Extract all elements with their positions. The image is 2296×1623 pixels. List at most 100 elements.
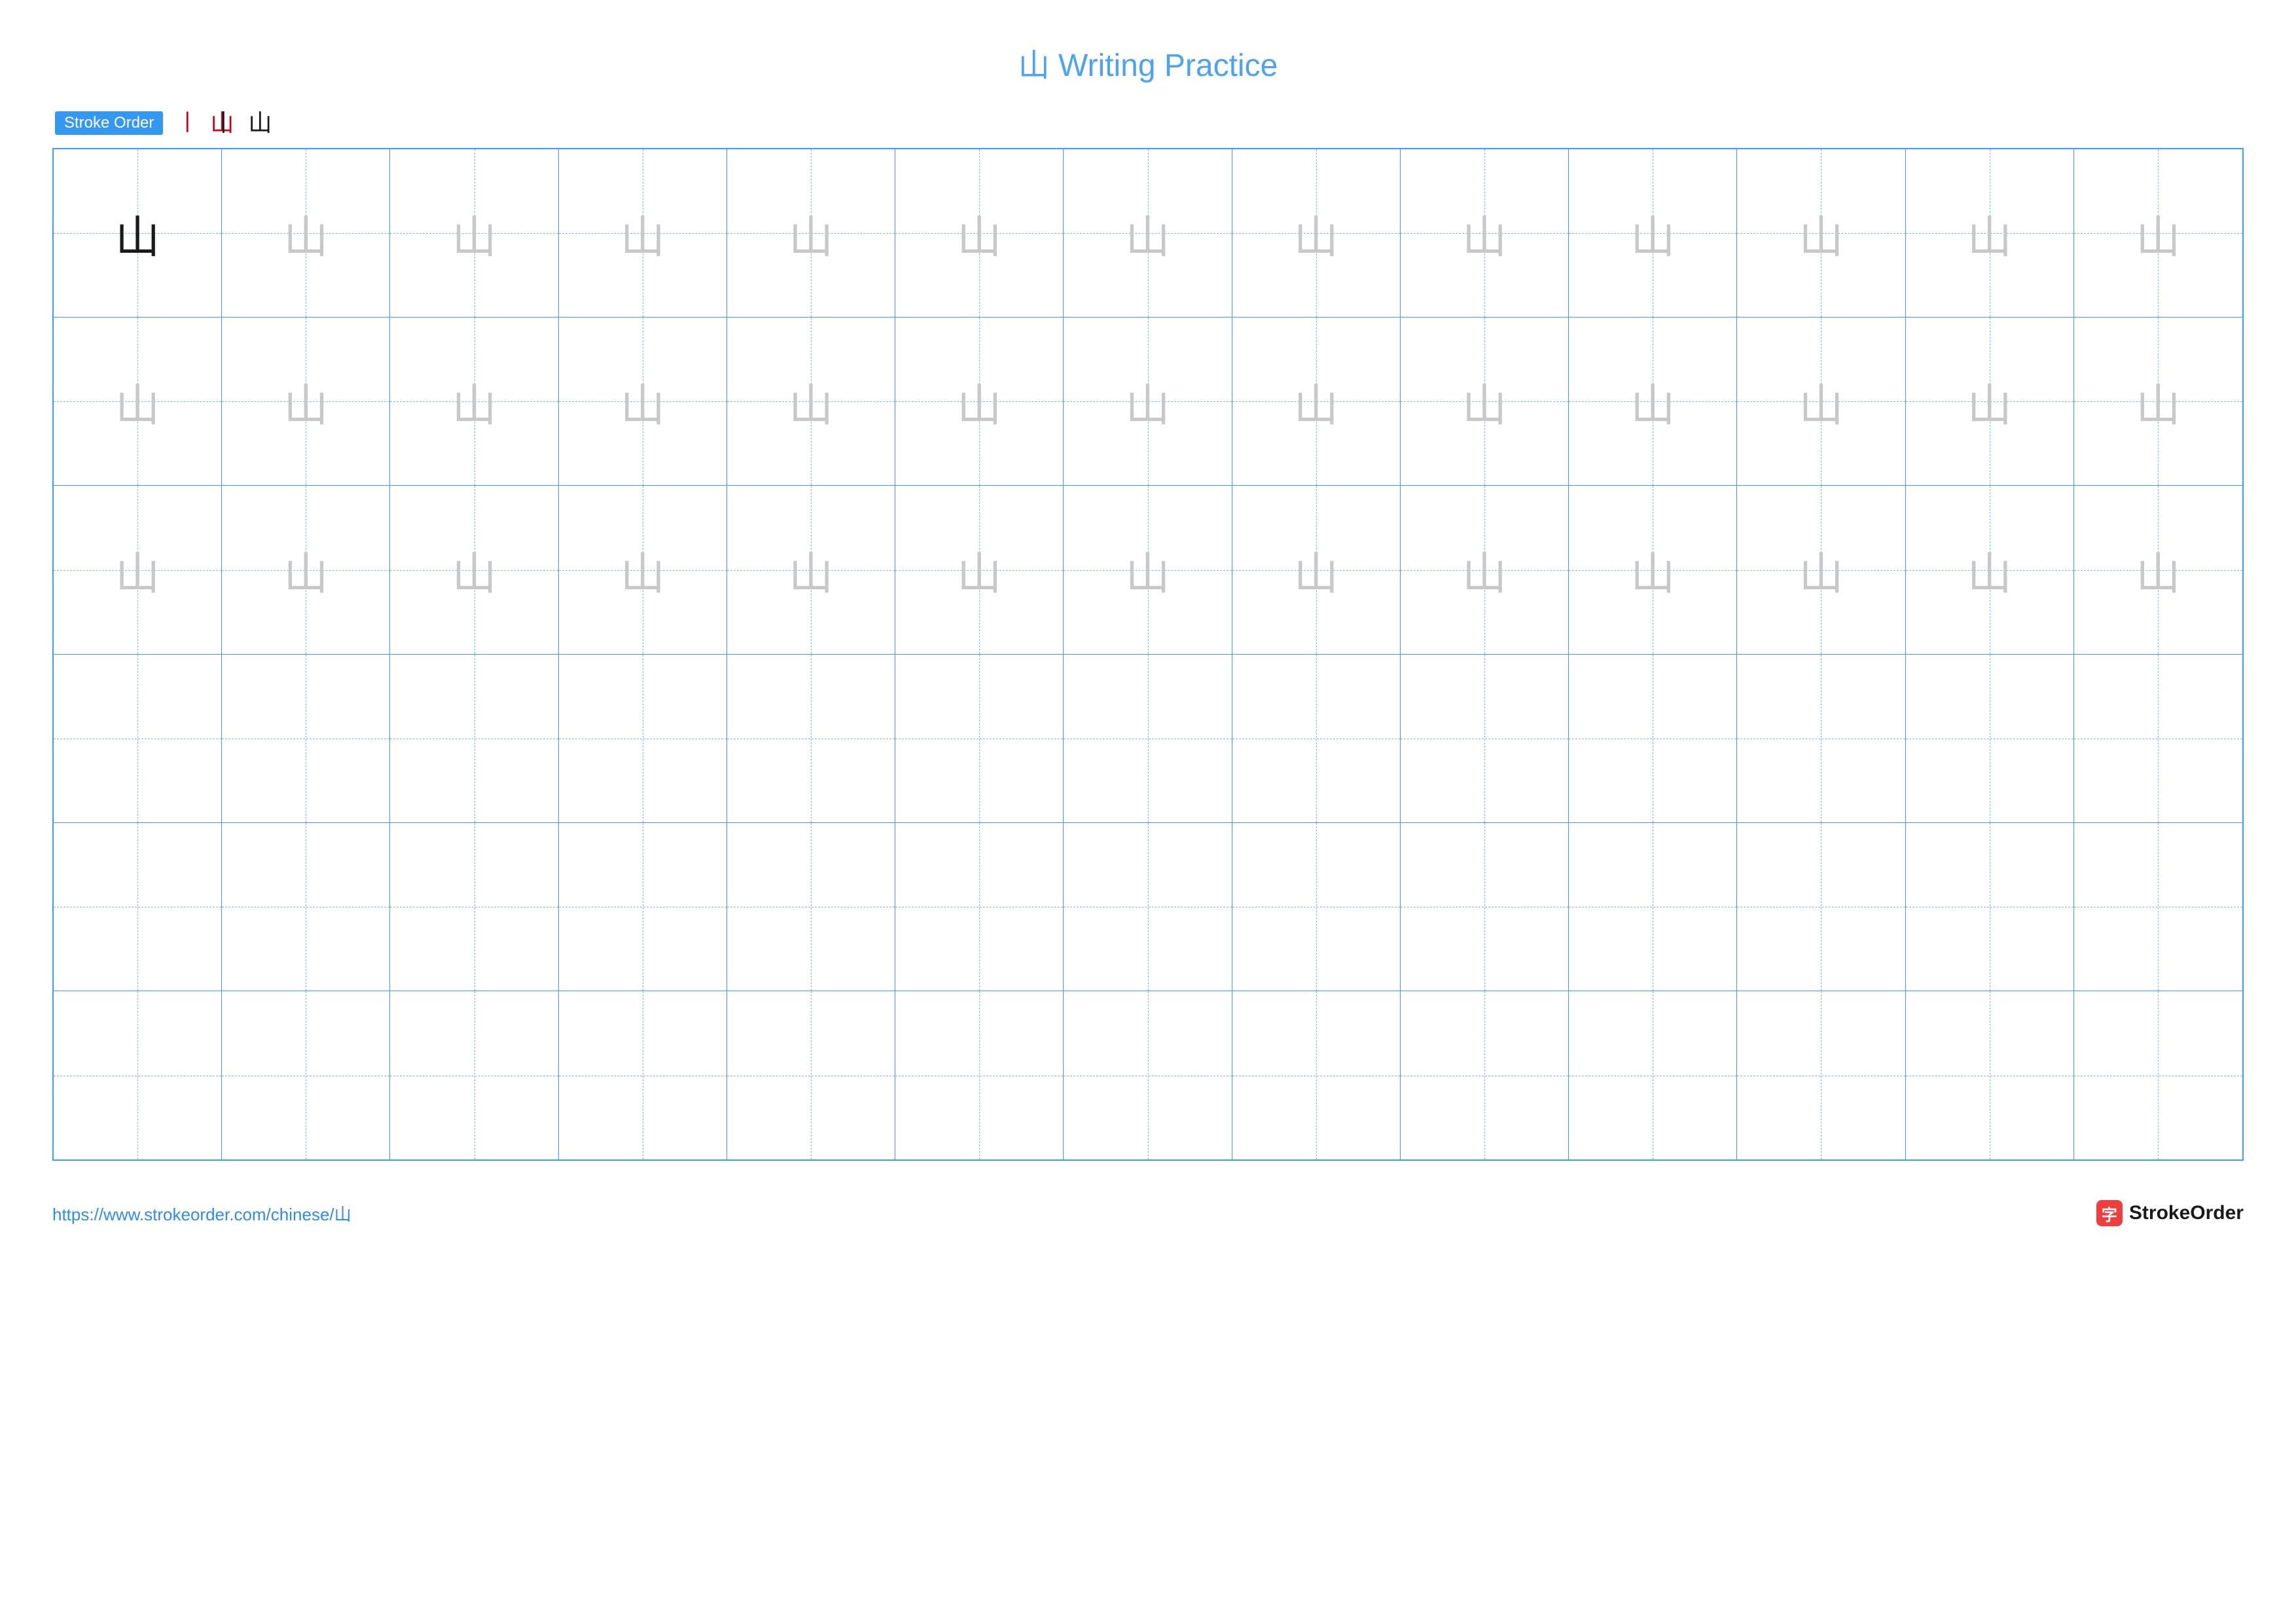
- grid-cell: [1569, 991, 1737, 1159]
- grid-cell: [390, 823, 558, 991]
- grid-cell: [1737, 823, 1905, 991]
- grid-cell: 山: [54, 486, 222, 654]
- grid-cell: [559, 823, 727, 991]
- grid-cell: [222, 823, 390, 991]
- grid-cell: [1401, 991, 1569, 1159]
- model-character: 山: [54, 149, 221, 317]
- trace-character: 山: [1401, 318, 1568, 485]
- grid-cell: 山: [1906, 318, 2074, 486]
- trace-character: 山: [390, 149, 558, 317]
- trace-character: 山: [895, 149, 1063, 317]
- grid-cell: [1232, 823, 1401, 991]
- grid-cell: [895, 823, 1064, 991]
- trace-character: 山: [2074, 149, 2242, 317]
- grid-cell: 山: [1906, 486, 2074, 654]
- grid-cell: [895, 991, 1064, 1159]
- grid-cell: [1569, 823, 1737, 991]
- grid-cell: 山: [559, 486, 727, 654]
- grid-cell: 山: [2074, 318, 2242, 486]
- grid-cell: [895, 655, 1064, 823]
- grid-cell: [1064, 655, 1232, 823]
- grid-cell: 山: [895, 318, 1064, 486]
- grid-cell: [1737, 991, 1905, 1159]
- grid-cell: 山: [895, 149, 1064, 318]
- grid-cell: 山: [222, 486, 390, 654]
- grid-cell: [1906, 823, 2074, 991]
- grid-cell: 山: [1232, 486, 1401, 654]
- grid-cell: [2074, 991, 2242, 1159]
- trace-character: 山: [895, 318, 1063, 485]
- grid-cell: 山: [1401, 486, 1569, 654]
- practice-grid: 山山山山山山山山山山山山山山山山山山山山山山山山山山山山山山山山山山山山山山山: [52, 148, 2244, 1161]
- grid-cell: [222, 991, 390, 1159]
- stroke-step-1: 丨: [176, 113, 198, 135]
- grid-cell: [1064, 823, 1232, 991]
- grid-cell: 山: [390, 149, 558, 318]
- logo-text: StrokeOrder: [2129, 1202, 2244, 1224]
- trace-character: 山: [1401, 486, 1568, 653]
- trace-character: 山: [1232, 149, 1400, 317]
- stroke-order-label: Stroke Order: [55, 111, 163, 135]
- trace-character: 山: [1906, 486, 2073, 653]
- grid-cell: 山: [54, 149, 222, 318]
- trace-character: 山: [2074, 486, 2242, 653]
- grid-cell: [559, 655, 727, 823]
- trace-character: 山: [1569, 486, 1736, 653]
- grid-cell: 山: [2074, 149, 2242, 318]
- trace-character: 山: [1737, 149, 1905, 317]
- trace-character: 山: [1569, 318, 1736, 485]
- grid-cell: 山: [1737, 149, 1905, 318]
- trace-character: 山: [1737, 318, 1905, 485]
- grid-cell: 山: [222, 318, 390, 486]
- trace-character: 山: [54, 486, 221, 653]
- grid-cell: 山: [727, 149, 895, 318]
- grid-cell: 山: [1064, 318, 1232, 486]
- trace-character: 山: [2074, 318, 2242, 485]
- grid-cell: [1401, 823, 1569, 991]
- page-title: 山 Writing Practice: [52, 39, 2244, 85]
- grid-cell: [54, 655, 222, 823]
- grid-cell: [222, 655, 390, 823]
- grid-cell: [559, 991, 727, 1159]
- grid-cell: [54, 991, 222, 1159]
- grid-cell: [1401, 655, 1569, 823]
- grid-cell: [390, 655, 558, 823]
- stroke-step-3: 山: [248, 111, 272, 135]
- grid-cell: [1569, 655, 1737, 823]
- source-url[interactable]: https://www.strokeorder.com/chinese/山: [52, 1201, 351, 1226]
- grid-cell: [390, 991, 558, 1159]
- trace-character: 山: [727, 486, 895, 653]
- grid-cell: [2074, 655, 2242, 823]
- grid-cell: [1232, 991, 1401, 1159]
- grid-cell: [2074, 823, 2242, 991]
- logo-icon: 字: [2096, 1200, 2123, 1226]
- grid-cell: 山: [1232, 318, 1401, 486]
- logo-icon-char: 字: [2102, 1202, 2117, 1225]
- grid-cell: 山: [1401, 149, 1569, 318]
- trace-character: 山: [1569, 149, 1736, 317]
- trace-character: 山: [1906, 318, 2073, 485]
- trace-character: 山: [54, 318, 221, 485]
- grid-cell: 山: [727, 318, 895, 486]
- grid-cell: 山: [1737, 318, 1905, 486]
- grid-cell: 山: [1569, 318, 1737, 486]
- grid-cell: 山: [390, 318, 558, 486]
- grid-cell: [727, 823, 895, 991]
- stroke-step-2: 山丨: [210, 111, 236, 135]
- grid-cell: [727, 655, 895, 823]
- trace-character: 山: [1906, 149, 2073, 317]
- grid-cell: 山: [1232, 149, 1401, 318]
- grid-cell: 山: [1737, 486, 1905, 654]
- grid-cell: 山: [222, 149, 390, 318]
- trace-character: 山: [1232, 318, 1400, 485]
- grid-cell: 山: [895, 486, 1064, 654]
- trace-character: 山: [559, 318, 726, 485]
- trace-character: 山: [727, 318, 895, 485]
- grid-cell: [727, 991, 895, 1159]
- trace-character: 山: [1401, 149, 1568, 317]
- trace-character: 山: [559, 149, 726, 317]
- trace-character: 山: [727, 149, 895, 317]
- footer: https://www.strokeorder.com/chinese/山 字 …: [52, 1200, 2244, 1226]
- trace-character: 山: [222, 318, 389, 485]
- trace-character: 山: [1064, 486, 1231, 653]
